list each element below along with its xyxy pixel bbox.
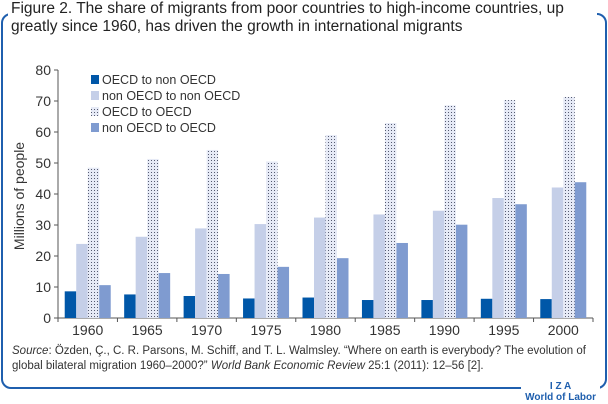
bar-oecd-to-non-oecd: [64, 291, 77, 318]
bar-oecd-to-oecd: [147, 158, 159, 318]
y-tick-label: 40: [35, 186, 51, 202]
bar-non-oecd-to-non-oecd: [373, 214, 385, 318]
y-tick-label: 30: [35, 217, 51, 233]
iza-logo: I Z A World of Labor: [521, 381, 600, 403]
source-text: : Özden, Ç., C. R. Parsons, M. Schiff, a…: [12, 345, 586, 372]
legend-swatch: [91, 123, 99, 132]
bar-oecd-to-non-oecd: [480, 298, 493, 318]
logo-line2: World of Labor: [525, 392, 596, 403]
bar-non-oecd-to-non-oecd: [195, 228, 207, 318]
figure-title: Figure 2. The share of migrants from poo…: [8, 0, 597, 36]
x-tick-label: 1965: [132, 322, 163, 338]
bar-non-oecd-to-oecd: [277, 266, 290, 318]
x-tick-label: 1990: [429, 322, 460, 338]
y-tick-label: 50: [35, 155, 51, 171]
bar-non-oecd-to-oecd: [337, 258, 349, 318]
y-tick-label: 80: [35, 62, 51, 78]
bar-chart: Millions of people 0 10 20 30 40 50 60 70 80 1960…: [11, 62, 594, 338]
bar-non-oecd-to-non-oecd: [551, 187, 564, 318]
legend-label: non OECD to non OECD: [102, 89, 240, 103]
bar-oecd-to-non-oecd: [243, 298, 255, 318]
bar-oecd-to-non-oecd: [361, 300, 374, 318]
x-tick-label: 1995: [488, 322, 519, 338]
bar-oecd-to-oecd: [206, 149, 219, 318]
y-tick-label: 10: [35, 279, 51, 295]
bar-oecd-to-oecd: [87, 167, 100, 318]
legend-swatch: [91, 107, 99, 116]
bar-non-oecd-to-oecd: [158, 273, 171, 318]
bar-oecd-to-oecd: [325, 135, 337, 318]
x-tick-label: 1970: [191, 322, 222, 338]
bar-non-oecd-to-oecd: [515, 204, 527, 318]
source-journal: World Bank Economic Review: [210, 360, 365, 372]
y-tick-label: 20: [35, 248, 51, 264]
x-tick-label: 1975: [250, 322, 281, 338]
legend-swatch: [91, 91, 99, 100]
bar-non-oecd-to-non-oecd: [432, 210, 445, 318]
y-tick-label: 0: [43, 310, 51, 326]
x-tick-label: 2000: [548, 322, 579, 338]
logo-line1: I Z A: [549, 381, 572, 392]
bar-oecd-to-non-oecd: [302, 297, 314, 318]
legend-label: non OECD to OECD: [102, 121, 216, 135]
bar-non-oecd-to-oecd: [218, 273, 230, 318]
bar-non-oecd-to-non-oecd: [135, 236, 148, 318]
source-label: Source: [12, 345, 49, 357]
legend-label: OECD to OECD: [102, 105, 192, 119]
x-tick-label: 1960: [72, 322, 103, 338]
bar-oecd-to-non-oecd: [183, 295, 196, 318]
y-tick-label: 70: [35, 93, 51, 109]
y-axis-label: Millions of people: [11, 142, 27, 250]
bar-non-oecd-to-non-oecd: [314, 217, 326, 318]
bar-oecd-to-non-oecd: [124, 294, 136, 318]
bar-non-oecd-to-oecd: [455, 224, 468, 318]
bar-oecd-to-oecd: [266, 161, 278, 318]
bar-oecd-to-oecd: [444, 105, 456, 318]
source-text-end: 25:1 (2011): 12–56 [2].: [364, 360, 484, 372]
x-tick-label: 1980: [310, 322, 341, 338]
bar-oecd-to-oecd: [384, 123, 397, 318]
bar-non-oecd-to-oecd: [396, 242, 408, 318]
source-note: Source: Özden, Ç., C. R. Parsons, M. Sch…: [12, 344, 598, 374]
bar-oecd-to-oecd: [563, 96, 575, 318]
legend-swatch: [91, 75, 99, 84]
bar-non-oecd-to-oecd: [99, 285, 111, 318]
bar-non-oecd-to-non-oecd: [492, 198, 504, 318]
bar-oecd-to-non-oecd: [540, 299, 552, 318]
bar-non-oecd-to-oecd: [574, 182, 587, 318]
legend-label: OECD to non OECD: [102, 73, 216, 87]
bar-oecd-to-non-oecd: [421, 300, 433, 318]
bar-non-oecd-to-non-oecd: [254, 224, 267, 318]
y-tick-label: 60: [35, 124, 51, 140]
bar-oecd-to-oecd: [503, 100, 516, 318]
bar-non-oecd-to-non-oecd: [76, 243, 88, 318]
x-tick-label: 1985: [369, 322, 400, 338]
